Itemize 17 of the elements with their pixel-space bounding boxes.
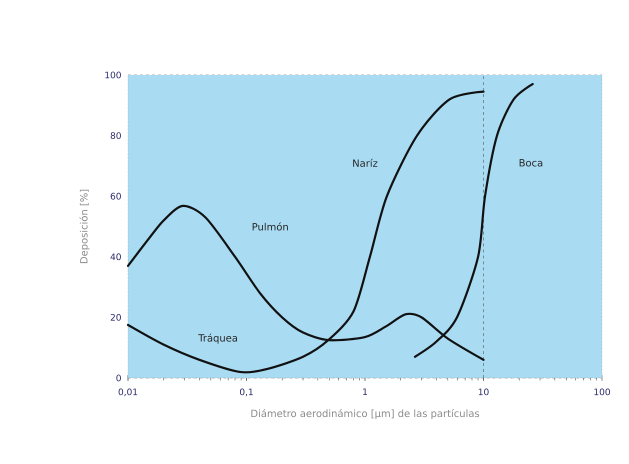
y-tick-label: 0 — [116, 374, 121, 382]
y-tick-label: 80 — [110, 132, 121, 139]
y-tick-label: 100 — [105, 72, 121, 78]
annotation: Boca — [520, 159, 542, 167]
y-axis-title: Deposición [%] — [79, 190, 90, 264]
x-tick-label: 100 — [594, 388, 610, 396]
y-tick-label: 40 — [110, 253, 121, 260]
y-tick-label: 20 — [110, 314, 121, 321]
x-tick-label: 10 — [478, 388, 489, 396]
annotation: Pulmón — [252, 222, 288, 231]
annotation: Naríz — [353, 158, 378, 167]
x-tick-label: 0,01 — [118, 388, 138, 396]
y-tick-label: 60 — [110, 192, 121, 200]
x-axis-title: Diámetro aerodinámico [µm] de las partículas — [251, 409, 480, 420]
x-tick-label: 1 — [363, 388, 368, 396]
annotation: Tráquea — [198, 334, 238, 344]
x-tick-label: 0,1 — [240, 388, 253, 396]
